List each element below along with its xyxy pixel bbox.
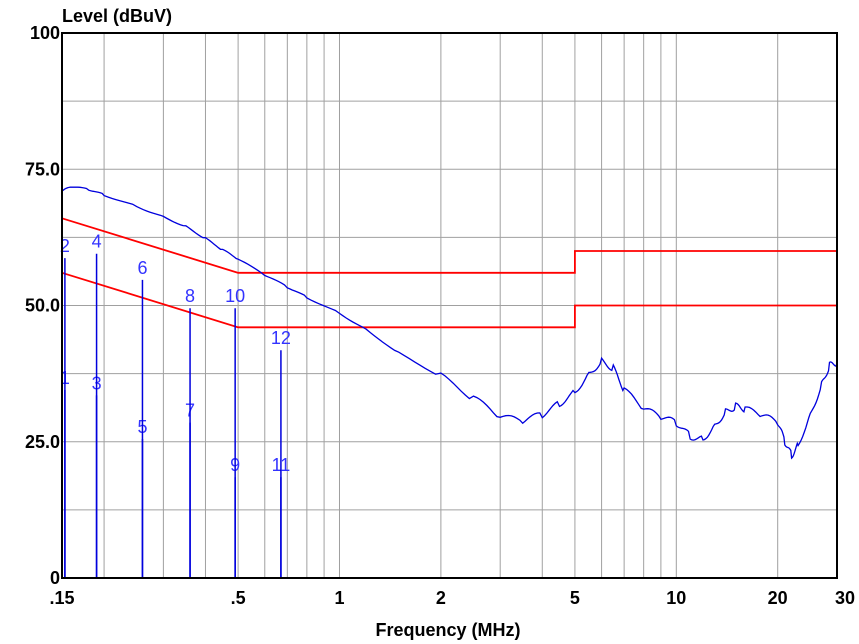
x-tick-label: 2 [436, 588, 446, 608]
y-tick-label: 100 [30, 23, 60, 43]
limit-line [61, 217, 837, 274]
marker-label-12: 12 [271, 328, 291, 348]
measurement-trace [61, 186, 838, 460]
y-tick-label: 50.0 [25, 296, 60, 316]
x-tick-labels: .15 .5 1 2 5 10 20 30 [49, 588, 855, 608]
x-tick-label: 5 [570, 588, 580, 608]
limit-line [61, 271, 837, 329]
y-tick-labels: 0 25.0 50.0 75.0 100 [25, 23, 60, 588]
x-tick-label: 30 [835, 588, 855, 608]
markers: 123456789101112 [60, 232, 291, 578]
marker-label-2: 2 [60, 236, 70, 256]
plot-frame [61, 32, 838, 579]
x-tick-label: .15 [49, 588, 74, 608]
marker-label-6: 6 [137, 258, 147, 278]
y-tick-label: 25.0 [25, 432, 60, 452]
x-axis-title: Frequency (MHz) [375, 620, 520, 640]
marker-label-4: 4 [92, 232, 102, 252]
y-tick-label: 0 [50, 568, 60, 588]
marker-label-8: 8 [185, 286, 195, 306]
y-tick-label: 75.0 [25, 159, 60, 179]
trace-line [61, 186, 838, 460]
x-tick-label: 1 [334, 588, 344, 608]
x-tick-label: 10 [666, 588, 686, 608]
x-tick-label: 20 [768, 588, 788, 608]
marker-label-10: 10 [225, 286, 245, 306]
limit-lines [61, 217, 837, 329]
x-tick-label: .5 [231, 588, 246, 608]
y-axis-title: Level (dBuV) [62, 6, 172, 26]
